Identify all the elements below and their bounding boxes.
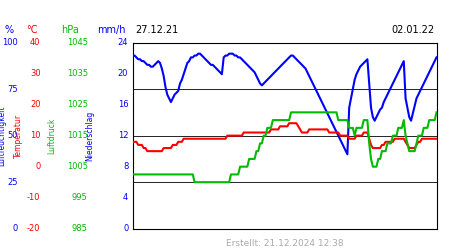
Text: 995: 995 <box>72 193 88 202</box>
Text: 1005: 1005 <box>67 162 88 171</box>
Text: 75: 75 <box>7 84 18 94</box>
Text: Luftfeuchtigkeit: Luftfeuchtigkeit <box>0 106 6 166</box>
Text: 12: 12 <box>118 131 128 140</box>
Text: 1015: 1015 <box>67 131 88 140</box>
Text: 20: 20 <box>30 100 40 109</box>
Text: 40: 40 <box>30 38 40 47</box>
Text: Temperatur: Temperatur <box>14 114 22 158</box>
Text: Erstellt: 21.12.2024 12:38: Erstellt: 21.12.2024 12:38 <box>226 238 343 248</box>
Text: 1025: 1025 <box>67 100 88 109</box>
Text: °C: °C <box>26 25 38 35</box>
Text: 985: 985 <box>72 224 88 233</box>
Text: hPa: hPa <box>61 25 79 35</box>
Text: Luftdruck: Luftdruck <box>47 118 56 154</box>
Text: 4: 4 <box>123 193 128 202</box>
Text: -20: -20 <box>27 224 40 233</box>
Text: 0: 0 <box>35 162 40 171</box>
Text: 25: 25 <box>8 178 18 187</box>
Text: 24: 24 <box>118 38 128 47</box>
Text: 30: 30 <box>30 69 40 78</box>
Text: 20: 20 <box>118 69 128 78</box>
Text: Niederschlag: Niederschlag <box>86 110 94 161</box>
Text: 0: 0 <box>123 224 128 233</box>
Text: 1035: 1035 <box>67 69 88 78</box>
Text: 50: 50 <box>8 131 18 140</box>
Text: 8: 8 <box>123 162 128 171</box>
Text: 10: 10 <box>30 131 40 140</box>
Text: 16: 16 <box>117 100 128 109</box>
Text: 02.01.22: 02.01.22 <box>391 25 434 35</box>
Text: 27.12.21: 27.12.21 <box>135 25 178 35</box>
Text: mm/h: mm/h <box>97 25 125 35</box>
Text: 1045: 1045 <box>67 38 88 47</box>
Text: 100: 100 <box>2 38 18 47</box>
Text: %: % <box>4 25 13 35</box>
Text: -10: -10 <box>27 193 40 202</box>
Text: 0: 0 <box>13 224 18 233</box>
